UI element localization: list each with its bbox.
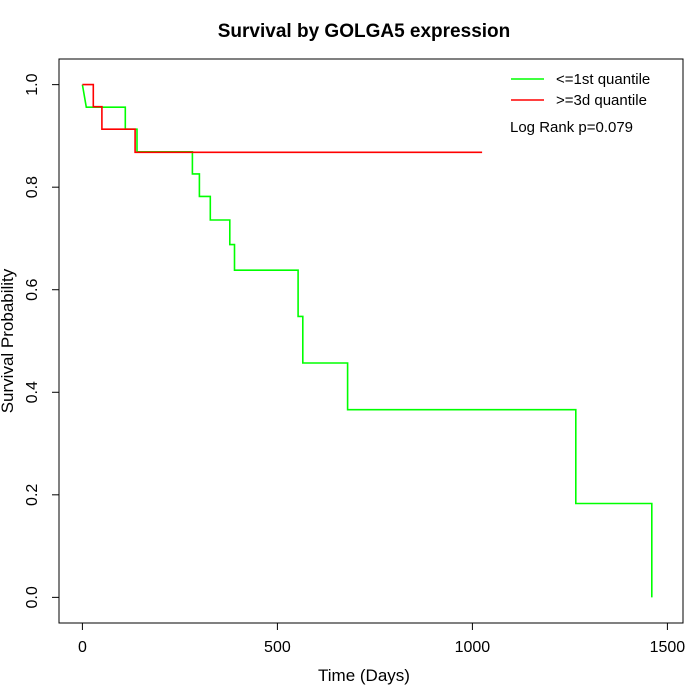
legend-label: >=3d quantile (556, 92, 647, 109)
chart-title: Survival by GOLGA5 expression (218, 21, 511, 42)
axes: 0 500 1000 1500 0.0 0.2 0.4 0.6 0.8 1.0 (24, 73, 685, 656)
series-line-2 (82, 83, 483, 154)
y-tick-label: 0.8 (24, 176, 41, 198)
y-tick-label: 0.4 (24, 381, 41, 403)
plot-border (58, 58, 684, 624)
x-axis-label: Time (Days) (318, 666, 410, 685)
legend-label: <=1st quantile (556, 71, 650, 88)
x-tick-label: 1500 (650, 639, 686, 656)
y-tick-label: 0.2 (24, 484, 41, 506)
log-rank-annotation: Log Rank p=0.079 (510, 119, 633, 136)
y-axis-label: Survival Probability (0, 268, 17, 413)
x-tick-label: 1000 (455, 639, 491, 656)
y-tick-label: 0.6 (24, 279, 41, 301)
series-layer (81, 83, 653, 598)
series-line-1 (81, 84, 653, 598)
legend: <=1st quantile >=3d quantile (511, 71, 650, 109)
y-tick-label: 0.0 (24, 586, 41, 608)
x-tick-label: 500 (264, 639, 291, 656)
y-tick-label: 1.0 (24, 73, 41, 95)
x-tick-label: 0 (78, 639, 87, 656)
